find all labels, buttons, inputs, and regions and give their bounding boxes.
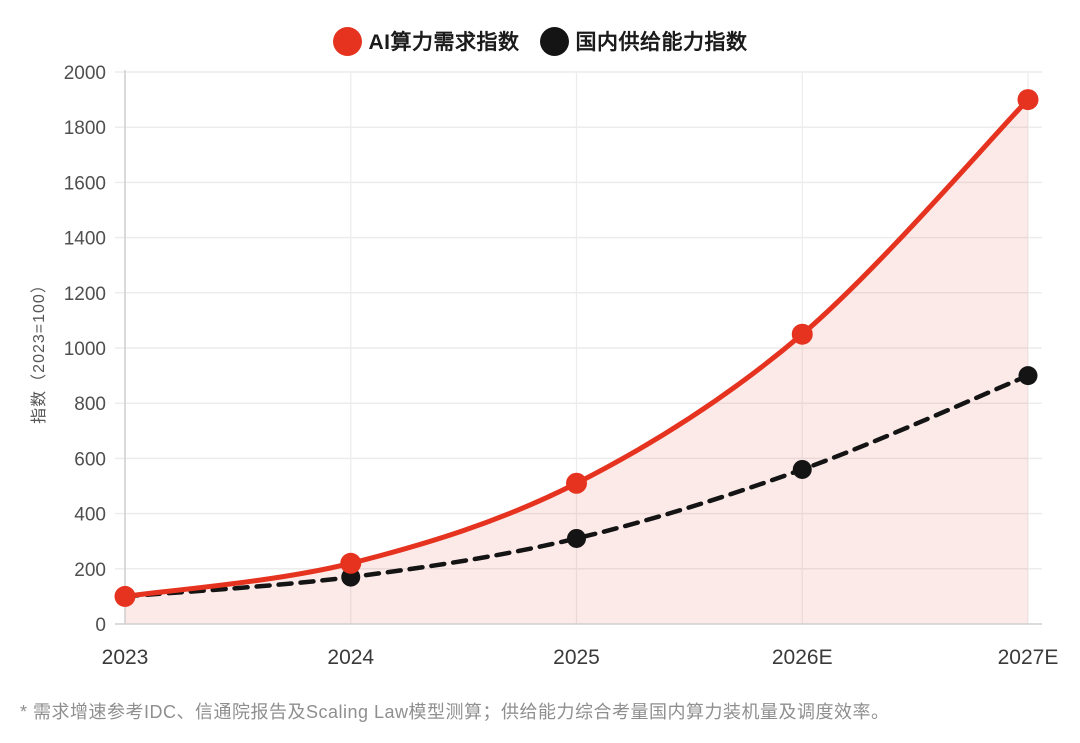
demand-data-point [791,323,813,345]
x-tick-label: 2024 [327,646,374,669]
x-tick-label: 2023 [102,646,149,669]
legend-item-demand: AI算力需求指数 [332,26,520,56]
y-tick-label: 1200 [64,284,106,305]
area-fill [125,99,1028,625]
y-tick-label: 200 [74,560,106,581]
y-tick-label: 2000 [64,63,106,84]
y-tick-label: 0 [95,615,106,636]
supply-series-marker-icon [539,26,569,56]
demand-data-point [114,585,136,607]
y-tick-label: 1800 [64,118,106,139]
supply-data-point [1018,366,1038,386]
supply-data-point [567,528,586,548]
y-tick-label: 400 [74,505,106,526]
demand-data-point [340,552,362,574]
demand-series-marker-icon [332,26,362,56]
x-tick-label: 2026E [772,646,833,669]
y-tick-label: 1600 [64,173,106,194]
x-tick-label: 2027E [998,646,1059,669]
demand-line [122,97,1031,599]
x-tick-label: 2025 [553,646,600,669]
supply-line [122,373,1031,599]
supply-series-label: 国内供给能力指数 [575,31,748,54]
demand-series-label: AI算力需求指数 [368,31,520,54]
legend: AI算力需求指数 国内供给能力指数 [0,26,1080,56]
footnote: * 需求增速参考IDC、信通院报告及Scaling Law模型测算；供给能力综合… [20,702,890,722]
y-tick-label: 800 [74,394,106,415]
y-tick-label: 1400 [64,229,106,250]
y-axis-title: 指数（2023=100） [31,276,48,424]
y-tick-label: 1000 [64,339,106,360]
legend-item-supply: 国内供给能力指数 [539,26,748,56]
y-tick-label: 600 [74,449,106,470]
demand-data-point [566,472,587,494]
demand-data-point [1017,89,1039,111]
supply-data-point [792,459,812,479]
